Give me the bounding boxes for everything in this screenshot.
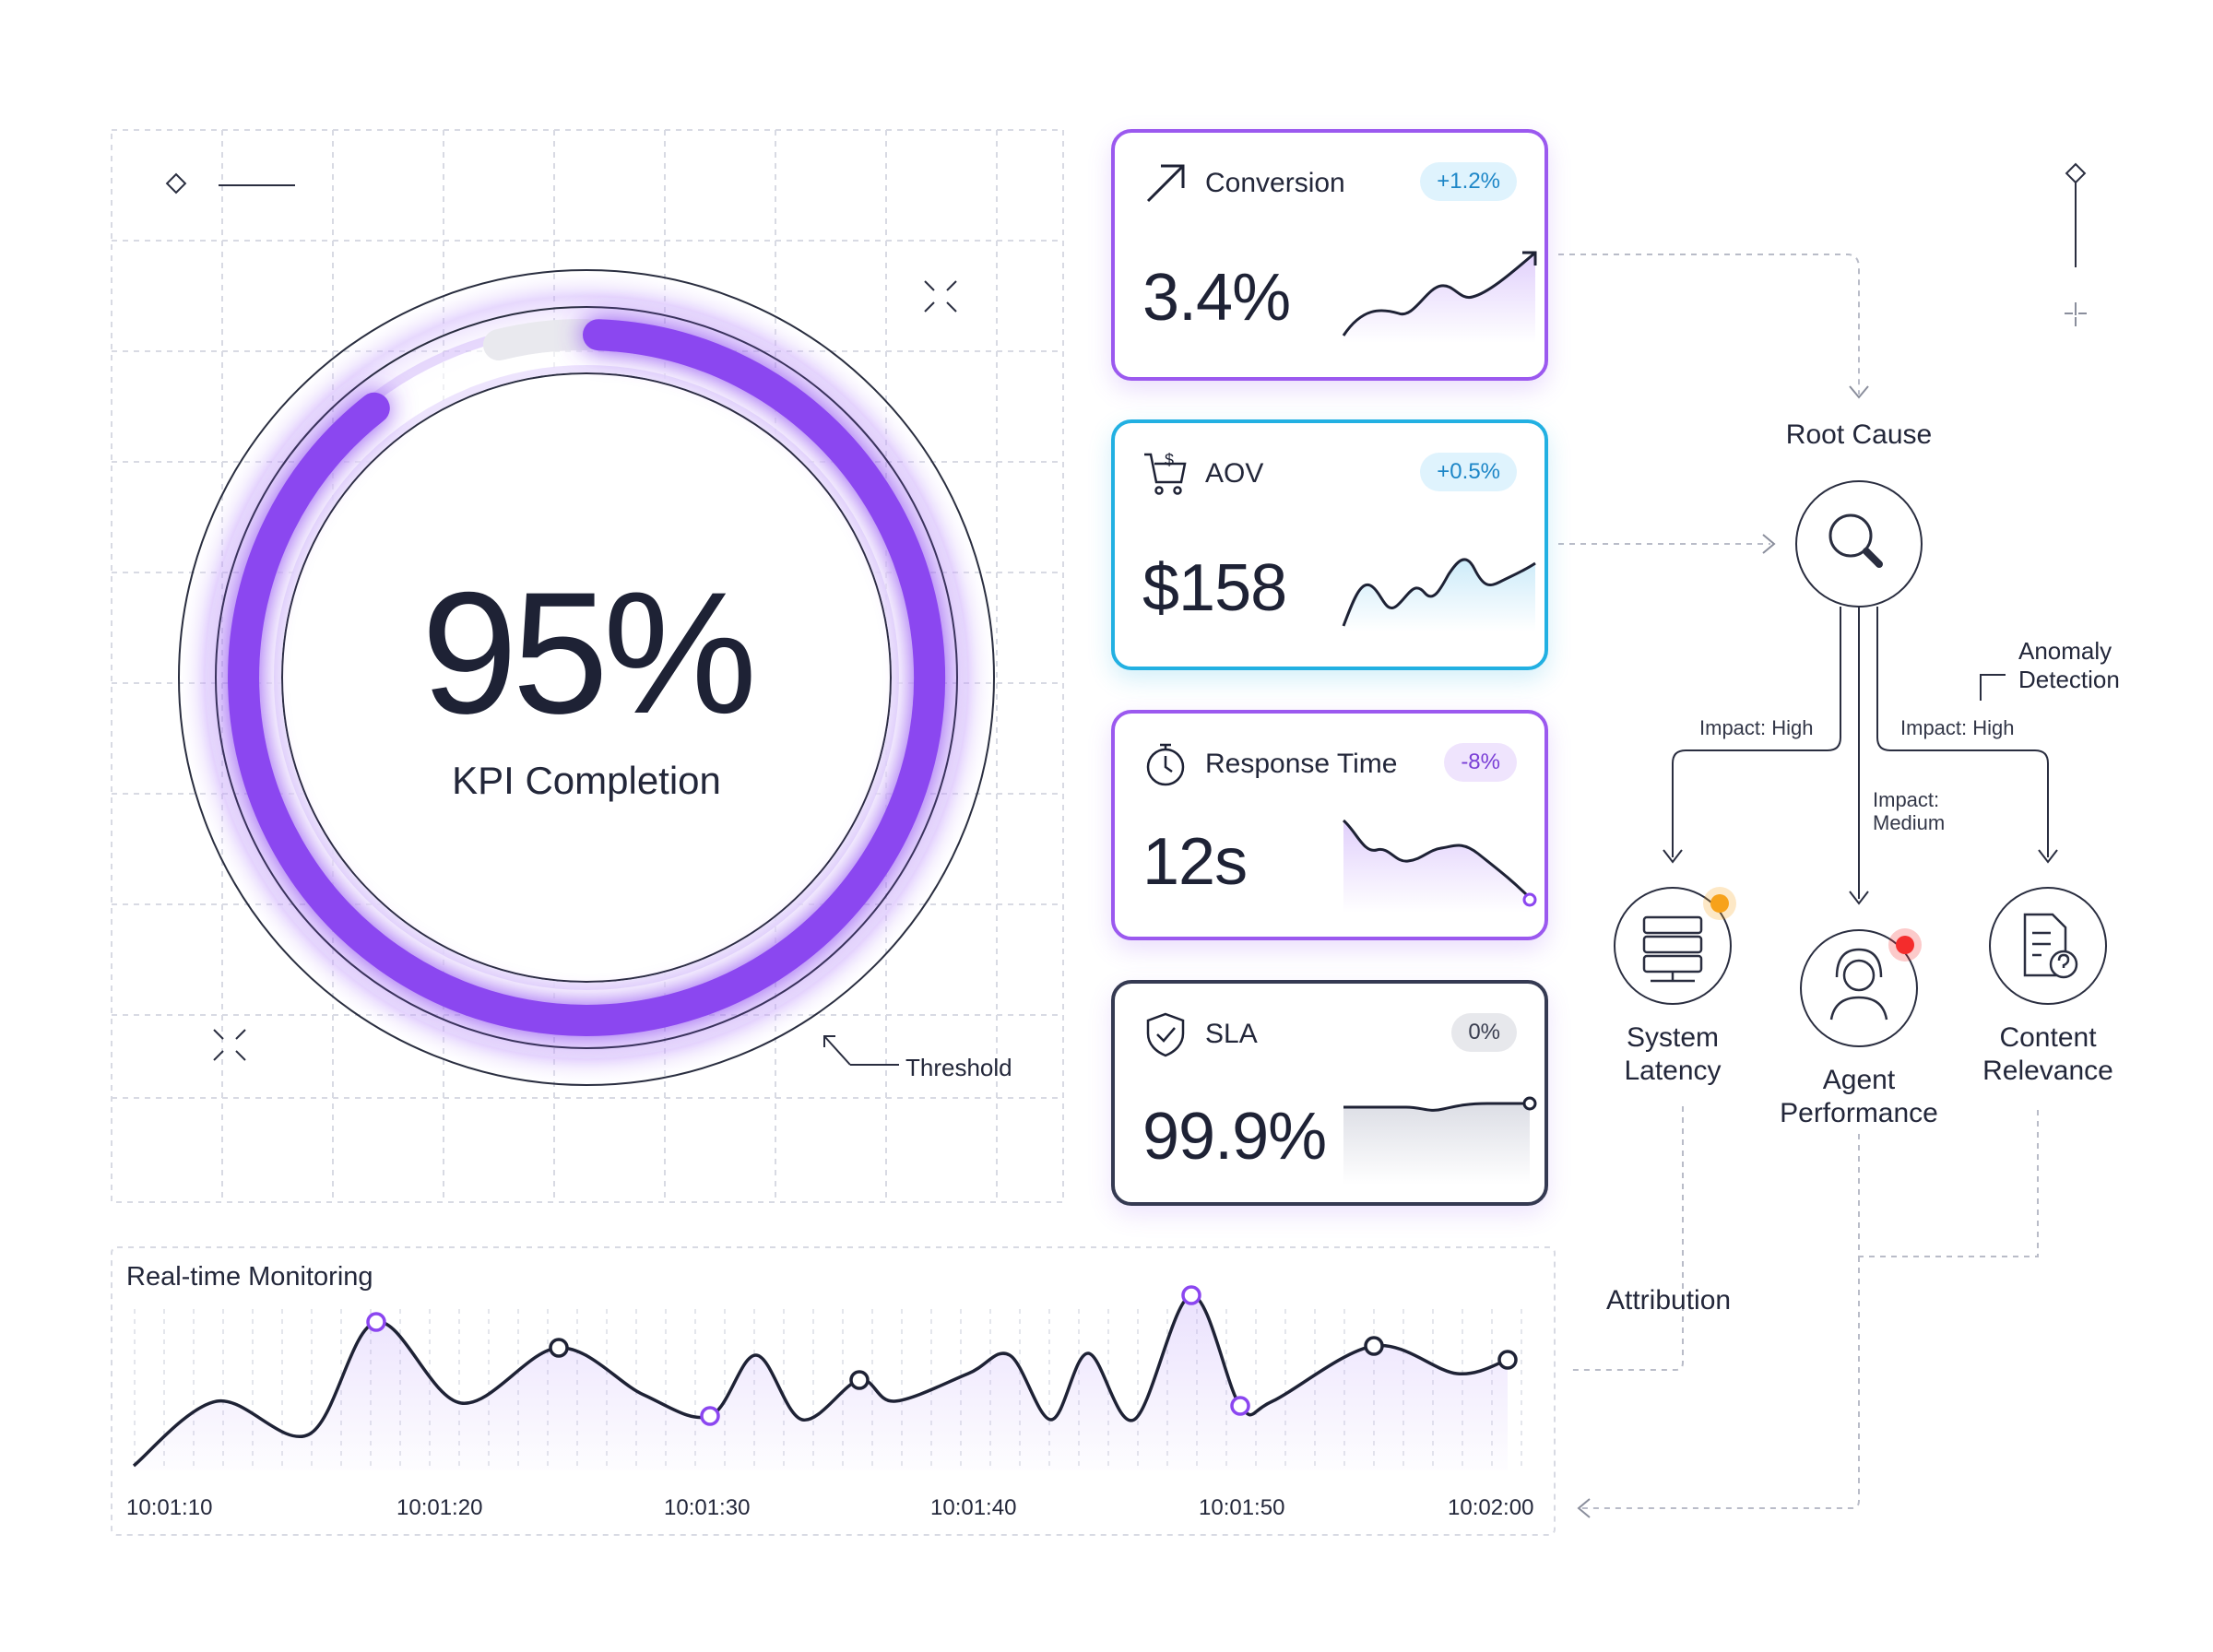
threshold-pointer-icon: [823, 1035, 899, 1066]
time-tick: 10:01:30: [664, 1495, 751, 1520]
sparkline-response-time: [1342, 819, 1537, 913]
monitoring-point: [700, 1406, 720, 1426]
impact-label-left: Impact: High: [1699, 716, 1814, 739]
sparkline-aov: [1342, 558, 1536, 631]
threshold-label: Threshold: [905, 1054, 1012, 1081]
card-value: 3.4%: [1142, 261, 1291, 335]
change-badge: 0%: [1451, 1013, 1517, 1052]
card-conversion[interactable]: Conversion +1.2% 3.4%: [1111, 129, 1548, 381]
diamond-marker-icon: [165, 172, 187, 195]
monitoring-point: [849, 1370, 870, 1390]
node-label-content-relevance: Content Relevance: [1982, 1022, 2113, 1086]
gauge-label: KPI Completion: [452, 759, 721, 802]
arrow-head-icon: [1663, 849, 2058, 905]
change-badge: +0.5%: [1420, 453, 1517, 491]
monitoring-point: [1364, 1336, 1384, 1356]
monitoring-point: [366, 1312, 386, 1332]
monitoring-point: [1181, 1285, 1201, 1305]
trend-up-arrow-icon: [1146, 164, 1185, 203]
svg-text:$: $: [1165, 451, 1174, 469]
search-icon: [1828, 513, 1883, 568]
sparkline-sla: [1343, 1096, 1537, 1185]
root-cause-tree: [1672, 480, 2049, 899]
card-value: 99.9%: [1142, 1100, 1327, 1174]
card-title: SLA: [1205, 1019, 1258, 1049]
diamond-marker-icon: [2065, 162, 2087, 267]
monitoring-point: [1497, 1350, 1518, 1370]
status-dot-warning: [1710, 894, 1729, 913]
root-cause-title: Root Cause: [1785, 419, 1933, 450]
arrow-head-icon: [1577, 385, 1869, 1518]
monitoring-point: [1230, 1396, 1250, 1416]
node-label-agent-performance: Agent Performance: [1780, 1065, 1938, 1128]
corner-target-icon: [924, 280, 957, 313]
shield-check-icon: [1146, 1012, 1185, 1057]
node-system-latency: [1614, 887, 1732, 1005]
impact-label-center: Impact: Medium: [1873, 788, 1946, 834]
monitoring-point: [549, 1338, 569, 1358]
card-title: AOV: [1205, 458, 1264, 489]
time-tick: 10:01:20: [396, 1495, 483, 1520]
card-response-time[interactable]: Response Time -8% 12s: [1111, 710, 1548, 940]
impact-label-right: Impact: High: [1900, 716, 2015, 739]
sparkline-conversion: [1342, 251, 1537, 343]
node-content-relevance: [1989, 887, 2107, 1005]
monitoring-title: Real-time Monitoring: [126, 1262, 373, 1292]
status-dot-critical: [1896, 936, 1914, 954]
node-agent-performance: [1800, 929, 1918, 1047]
monitoring-area-fill: [134, 1294, 1508, 1470]
card-value: 12s: [1142, 825, 1248, 899]
headset-agent-icon: [1829, 948, 1888, 1021]
document-question-icon: [2023, 913, 2078, 979]
gauge-progress-arc: [228, 319, 946, 1036]
time-tick: 10:01:50: [1199, 1495, 1285, 1520]
server-icon: [1642, 915, 1703, 983]
crosshair-icon: [2065, 302, 2087, 326]
time-tick: 10:01:10: [126, 1495, 213, 1520]
corner-target-icon: [213, 1029, 246, 1061]
card-sla[interactable]: SLA 0% 99.9%: [1111, 980, 1548, 1206]
node-label-system-latency: System Latency: [1624, 1022, 1722, 1086]
kpi-gauge: [176, 267, 997, 1088]
card-value: $158: [1142, 551, 1287, 625]
stopwatch-icon: [1146, 743, 1185, 786]
change-badge: +1.2%: [1420, 162, 1517, 201]
time-tick: 10:01:40: [930, 1495, 1017, 1520]
connector-lines: [1558, 254, 2039, 1509]
anomaly-detection-label: Anomaly Detection: [2018, 637, 2120, 693]
time-tick: 10:02:00: [1448, 1495, 1534, 1520]
change-badge: -8%: [1444, 743, 1517, 782]
attribution-label: Attribution: [1606, 1285, 1732, 1316]
gauge-value: 95%: [420, 556, 757, 749]
card-title: Conversion: [1205, 168, 1345, 198]
card-title: Response Time: [1205, 749, 1398, 779]
card-aov[interactable]: $ AOV +0.5% $158: [1111, 419, 1548, 670]
monitoring-points: [366, 1285, 1518, 1426]
shopping-cart-dollar-icon: $: [1144, 451, 1187, 495]
